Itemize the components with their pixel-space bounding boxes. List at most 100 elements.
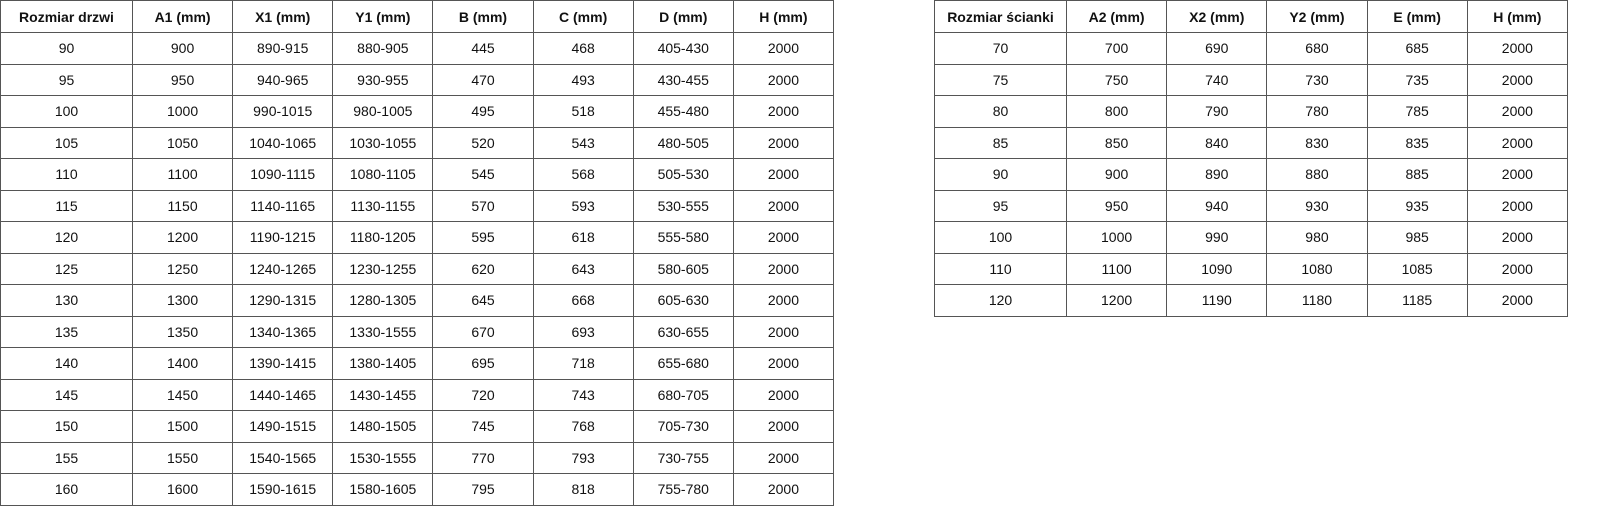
table-cell: 1040-1065	[232, 126, 334, 159]
table-row: 130 1300 1290-1315 1280-1305 645 668 605-630 20…	[0, 284, 835, 317]
table-cell: 930-955	[332, 63, 434, 96]
column-header: C (mm)	[532, 0, 634, 33]
table-cell: 555-580	[632, 221, 734, 254]
table-cell: 105	[0, 126, 133, 159]
table-cell: 1530-1555	[332, 441, 434, 474]
column-header: Y2 (mm)	[1266, 0, 1368, 33]
table-cell: 2000	[732, 221, 835, 254]
table-cell: 730-755	[632, 441, 734, 474]
table-cell: 645	[432, 284, 534, 317]
table-cell: 830	[1266, 126, 1368, 159]
table-cell: 493	[532, 63, 634, 96]
table-row: 70 700 690 680 685 2000	[934, 32, 1569, 65]
table-cell: 740	[1166, 63, 1268, 96]
table-cell: 150	[0, 410, 133, 443]
column-header: H (mm)	[1466, 0, 1569, 33]
table-cell: 985	[1366, 221, 1468, 254]
table-cell: 930	[1266, 189, 1368, 222]
table-cell: 1590-1615	[232, 473, 334, 506]
table-row: 90 900 890 880 885 2000	[934, 158, 1569, 191]
column-header: X2 (mm)	[1166, 0, 1268, 33]
table-cell: 743	[532, 378, 634, 411]
table-cell: 770	[432, 441, 534, 474]
table-cell: 605-630	[632, 284, 734, 317]
table-row: 105 1050 1040-1065 1030-1055 520 543 480-505 20…	[0, 126, 835, 159]
table-cell: 2000	[1466, 221, 1569, 254]
table-row: 125 1250 1240-1265 1230-1255 620 643 580-605 20…	[0, 252, 835, 285]
table-cell: 125	[0, 252, 133, 285]
table-cell: 2000	[732, 315, 835, 348]
table-cell: 1050	[131, 126, 234, 159]
table-cell: 430-455	[632, 63, 734, 96]
table-cell: 568	[532, 158, 634, 191]
table-cell: 2000	[1466, 189, 1569, 222]
table-cell: 110	[0, 158, 133, 191]
table-cell: 840	[1166, 126, 1268, 159]
table-row: 110 1100 1090-1115 1080-1105 545 568 505-530 20…	[0, 158, 835, 191]
column-header: H (mm)	[732, 0, 835, 33]
table-row: 100 1000 990-1015 980-1005 495 518 455-480 2000	[0, 95, 835, 128]
header-row: Rozmiar drzwi A1 (mm) X1 (mm) Y1 (mm) B (mm)…	[0, 0, 835, 33]
table-cell: 70	[934, 32, 1067, 65]
table-cell: 900	[1065, 158, 1168, 191]
table-row: 120 1200 1190-1215 1180-1205 595 618 555-580 20…	[0, 221, 835, 254]
table-cell: 940	[1166, 189, 1268, 222]
table-cell: 1240-1265	[232, 252, 334, 285]
table-cell: 100	[0, 95, 133, 128]
table-cell: 950	[131, 63, 234, 96]
table-cell: 570	[432, 189, 534, 222]
table-cell: 705-730	[632, 410, 734, 443]
table-cell: 2000	[732, 347, 835, 380]
table-row: 140 1400 1390-1415 1380-1405 695 718 655-680 20…	[0, 347, 835, 380]
table-cell: 160	[0, 473, 133, 506]
table-cell: 800	[1065, 95, 1168, 128]
table-cell: 695	[432, 347, 534, 380]
table-cell: 545	[432, 158, 534, 191]
table-cell: 680	[1266, 32, 1368, 65]
table-cell: 2000	[1466, 95, 1569, 128]
table-cell: 2000	[1466, 63, 1569, 96]
table-cell: 720	[432, 378, 534, 411]
table-cell: 940-965	[232, 63, 334, 96]
table-cell: 1030-1055	[332, 126, 434, 159]
table-cell: 135	[0, 315, 133, 348]
table-cell: 480-505	[632, 126, 734, 159]
table-cell: 1340-1365	[232, 315, 334, 348]
table-cell: 2000	[1466, 252, 1569, 285]
table-cell: 155	[0, 441, 133, 474]
table-row: 155 1550 1540-1565 1530-1555 770 793 730-755 20…	[0, 441, 835, 474]
table-cell: 768	[532, 410, 634, 443]
table-cell: 80	[934, 95, 1067, 128]
table-cell: 518	[532, 95, 634, 128]
table-cell: 718	[532, 347, 634, 380]
table-cell: 115	[0, 189, 133, 222]
table-cell: 1190	[1166, 284, 1268, 317]
table-row: 75 750 740 730 735 2000	[934, 63, 1569, 96]
table-row: 150 1500 1490-1515 1480-1505 745 768 705-730 20…	[0, 410, 835, 443]
table-cell: 100	[934, 221, 1067, 254]
table-cell: 2000	[732, 473, 835, 506]
table-cell: 735	[1366, 63, 1468, 96]
table-cell: 120	[0, 221, 133, 254]
table-cell: 580-605	[632, 252, 734, 285]
table-cell: 1350	[131, 315, 234, 348]
table-cell: 750	[1065, 63, 1168, 96]
table-cell: 543	[532, 126, 634, 159]
table-cell: 1130-1155	[332, 189, 434, 222]
table-row: 145 1450 1440-1465 1430-1455 720 743 680-705 20…	[0, 378, 835, 411]
column-header: Y1 (mm)	[332, 0, 434, 33]
table-cell: 1085	[1366, 252, 1468, 285]
table-cell: 2000	[1466, 284, 1569, 317]
table-cell: 90	[934, 158, 1067, 191]
table-cell: 990	[1166, 221, 1268, 254]
table-row: 95 950 940 930 935 2000	[934, 189, 1569, 222]
table-cell: 130	[0, 284, 133, 317]
table-cell: 795	[432, 473, 534, 506]
table-cell: 1090-1115	[232, 158, 334, 191]
table-row: 95 950 940-965 930-955 470 493 430-455 2000	[0, 63, 835, 96]
table-cell: 495	[432, 95, 534, 128]
table-cell: 980	[1266, 221, 1368, 254]
table-cell: 885	[1366, 158, 1468, 191]
table-cell: 1100	[131, 158, 234, 191]
table-cell: 900	[131, 32, 234, 65]
